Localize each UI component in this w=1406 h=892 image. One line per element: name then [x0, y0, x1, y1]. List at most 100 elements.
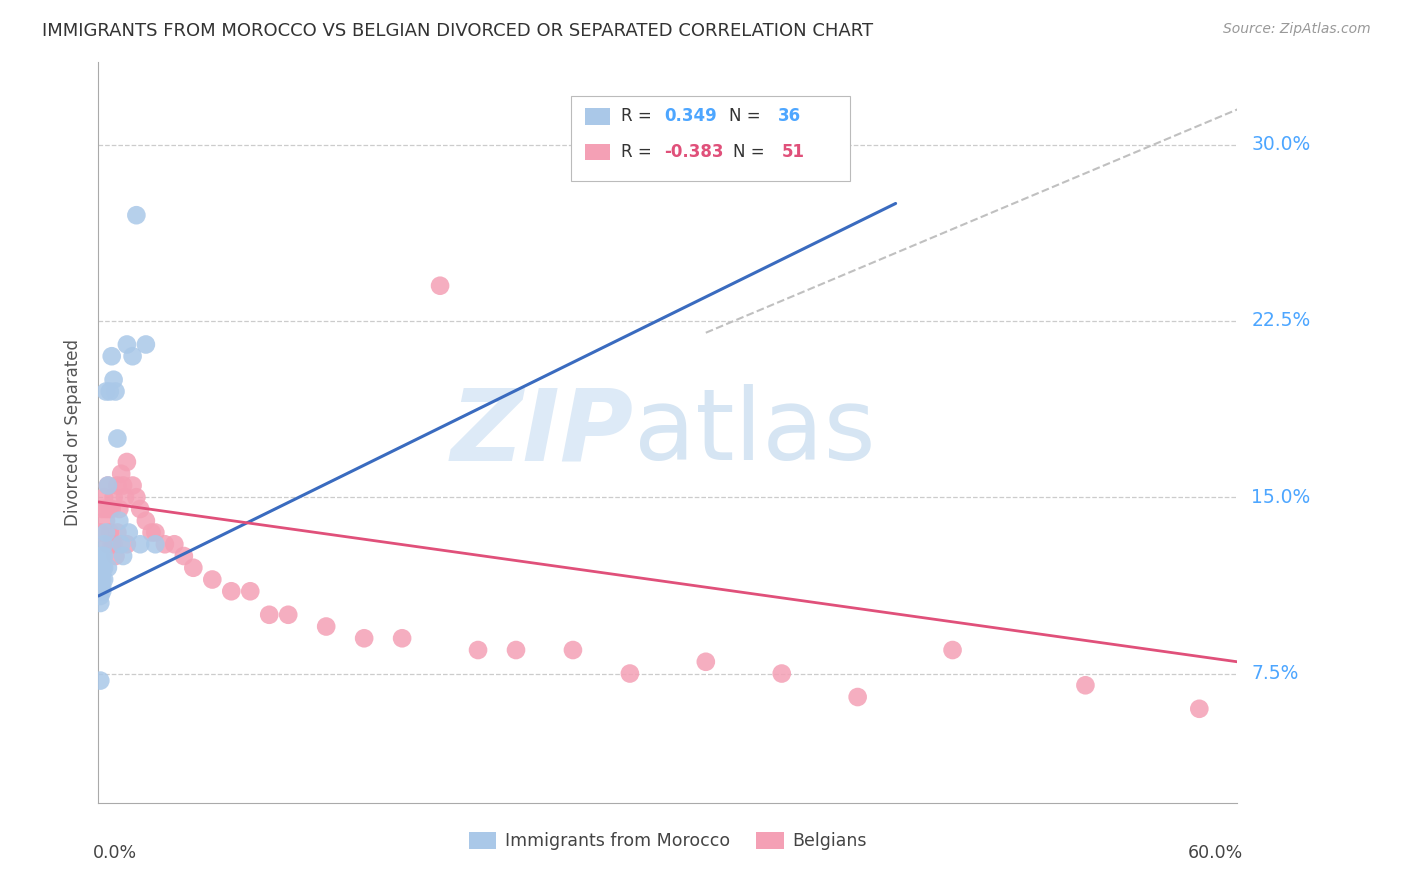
Point — [125, 490, 148, 504]
Point — [91, 561, 114, 575]
Point — [103, 373, 125, 387]
Point — [942, 643, 965, 657]
Point — [846, 690, 869, 704]
Text: 30.0%: 30.0% — [1251, 136, 1310, 154]
Point — [114, 490, 136, 504]
Point — [89, 573, 111, 587]
Point — [110, 467, 132, 481]
Text: N =: N = — [733, 143, 769, 161]
Point — [98, 502, 121, 516]
Point — [1074, 678, 1097, 692]
Point — [145, 537, 167, 551]
Point — [100, 537, 122, 551]
Point — [695, 655, 717, 669]
Point — [103, 537, 125, 551]
Point — [89, 596, 111, 610]
Point — [112, 478, 135, 492]
Point — [221, 584, 243, 599]
Text: R =: R = — [621, 108, 657, 126]
Text: 15.0%: 15.0% — [1251, 488, 1310, 507]
Point — [135, 337, 157, 351]
Text: N =: N = — [730, 108, 766, 126]
FancyBboxPatch shape — [585, 108, 610, 125]
Point — [98, 384, 121, 399]
Text: 60.0%: 60.0% — [1188, 844, 1243, 862]
Point — [97, 478, 120, 492]
Point — [108, 502, 131, 516]
Point — [107, 478, 129, 492]
Point — [104, 549, 127, 563]
Point — [391, 632, 413, 646]
Point — [163, 537, 186, 551]
Point — [562, 643, 585, 657]
Point — [94, 514, 117, 528]
Point — [94, 384, 117, 399]
Point — [89, 584, 111, 599]
Point — [239, 584, 262, 599]
Point — [353, 632, 375, 646]
Point — [115, 537, 138, 551]
Text: Source: ZipAtlas.com: Source: ZipAtlas.com — [1223, 22, 1371, 37]
Point — [467, 643, 489, 657]
Point — [108, 514, 131, 528]
Point — [93, 561, 115, 575]
Point — [89, 561, 111, 575]
Point — [135, 514, 157, 528]
Point — [141, 525, 163, 540]
Point — [145, 525, 167, 540]
Text: 36: 36 — [779, 108, 801, 126]
Text: ZIP: ZIP — [451, 384, 634, 481]
Point — [100, 502, 122, 516]
Point — [97, 478, 120, 492]
Point — [1188, 702, 1211, 716]
Point — [103, 490, 125, 504]
Point — [89, 525, 111, 540]
Point — [183, 561, 205, 575]
Point — [201, 573, 224, 587]
Point — [100, 349, 122, 363]
Point — [112, 549, 135, 563]
Point — [93, 490, 115, 504]
Point — [89, 573, 111, 587]
Text: 51: 51 — [782, 143, 804, 161]
Text: R =: R = — [621, 143, 657, 161]
Point — [121, 478, 143, 492]
Point — [121, 349, 143, 363]
Point — [107, 525, 129, 540]
Point — [173, 549, 195, 563]
Point — [129, 502, 152, 516]
Text: -0.383: -0.383 — [665, 143, 724, 161]
Point — [91, 573, 114, 587]
Point — [91, 580, 114, 594]
FancyBboxPatch shape — [585, 144, 610, 161]
Y-axis label: Divorced or Separated: Divorced or Separated — [65, 339, 83, 526]
Point — [107, 432, 129, 446]
Point — [98, 525, 121, 540]
Point — [89, 673, 111, 688]
Point — [129, 537, 152, 551]
Point — [505, 643, 527, 657]
Text: 7.5%: 7.5% — [1251, 664, 1299, 683]
Point — [315, 619, 337, 633]
Legend: Immigrants from Morocco, Belgians: Immigrants from Morocco, Belgians — [461, 825, 875, 857]
Point — [153, 537, 176, 551]
Point — [97, 561, 120, 575]
Point — [89, 549, 111, 563]
Text: 0.349: 0.349 — [665, 108, 717, 126]
Text: 22.5%: 22.5% — [1251, 311, 1310, 330]
Point — [429, 278, 451, 293]
Point — [277, 607, 299, 622]
Point — [91, 502, 114, 516]
Point — [94, 525, 117, 540]
Point — [259, 607, 281, 622]
Point — [125, 208, 148, 222]
Point — [94, 502, 117, 516]
Point — [110, 537, 132, 551]
Point — [115, 337, 138, 351]
Text: IMMIGRANTS FROM MOROCCO VS BELGIAN DIVORCED OR SEPARATED CORRELATION CHART: IMMIGRANTS FROM MOROCCO VS BELGIAN DIVOR… — [42, 22, 873, 40]
Point — [118, 525, 141, 540]
Point — [93, 549, 115, 563]
Point — [619, 666, 641, 681]
Point — [770, 666, 793, 681]
Point — [89, 589, 111, 603]
